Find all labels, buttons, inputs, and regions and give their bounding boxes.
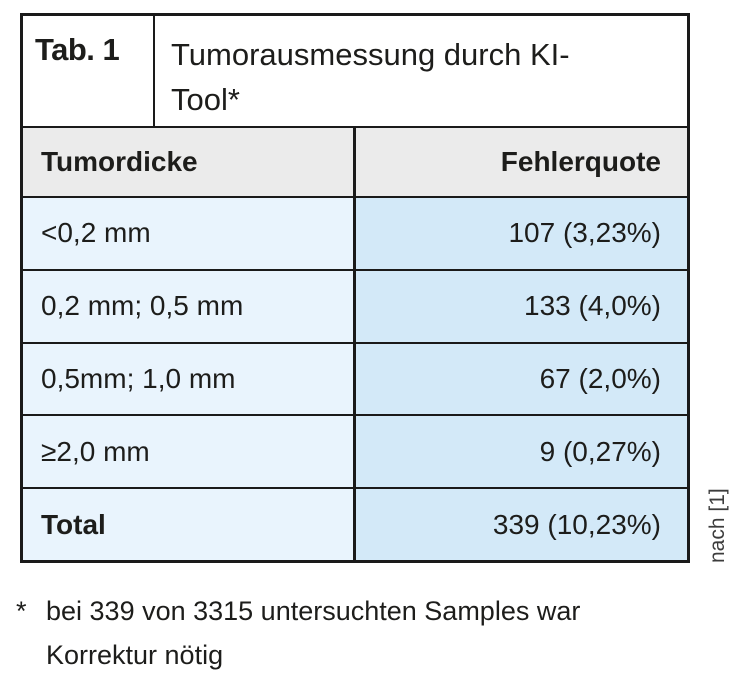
tumordicke-cell: 0,5mm; 1,0 mm — [23, 343, 353, 415]
table-title: Tumorausmessung durch KI-Tool* — [171, 37, 570, 117]
table-title-row: Tab. 1 Tumorausmessung durch KI-Tool* — [23, 16, 687, 126]
fehlerquote-cell: 339 (10,23%) — [353, 489, 687, 560]
tumordicke-cell: Total — [23, 489, 353, 560]
footnote-marker: * — [16, 596, 27, 626]
column-header-tumordicke: Tumordicke — [41, 146, 198, 177]
column-header-fehlerquote: Fehlerquote — [353, 128, 687, 196]
table-row-total: Total 339 (10,23%) — [23, 487, 687, 560]
fehlerquote-cell: 133 (4,0%) — [353, 270, 687, 342]
fehlerquote-cell: 67 (2,0%) — [353, 343, 687, 415]
table-row: 0,5mm; 1,0 mm 67 (2,0%) — [23, 341, 687, 415]
table-header-row: Tumordicke Fehlerquote — [23, 126, 687, 196]
table-row: ≥2,0 mm 9 (0,27%) — [23, 414, 687, 488]
tumordicke-cell: ≥2,0 mm — [23, 416, 353, 488]
table-title-cell: Tumorausmessung durch KI-Tool* — [155, 16, 687, 126]
footnote: * bei 339 von 3315 untersuchten Samples … — [16, 589, 611, 677]
tumordicke-cell: 0,2 mm; 0,5 mm — [23, 270, 353, 342]
fehlerquote-cell: 9 (0,27%) — [353, 416, 687, 488]
tumordicke-cell: <0,2 mm — [23, 198, 353, 269]
fehlerquote-cell: 107 (3,23%) — [353, 198, 687, 269]
data-table: Tab. 1 Tumorausmessung durch KI-Tool* Tu… — [20, 13, 690, 563]
footnote-text: bei 339 von 3315 untersuchten Samples wa… — [46, 596, 581, 670]
source-citation: nach [1] — [706, 488, 729, 563]
table-number-label: Tab. 1 — [23, 16, 155, 126]
table-row: 0,2 mm; 0,5 mm 133 (4,0%) — [23, 268, 687, 342]
table-row: <0,2 mm 107 (3,23%) — [23, 196, 687, 269]
